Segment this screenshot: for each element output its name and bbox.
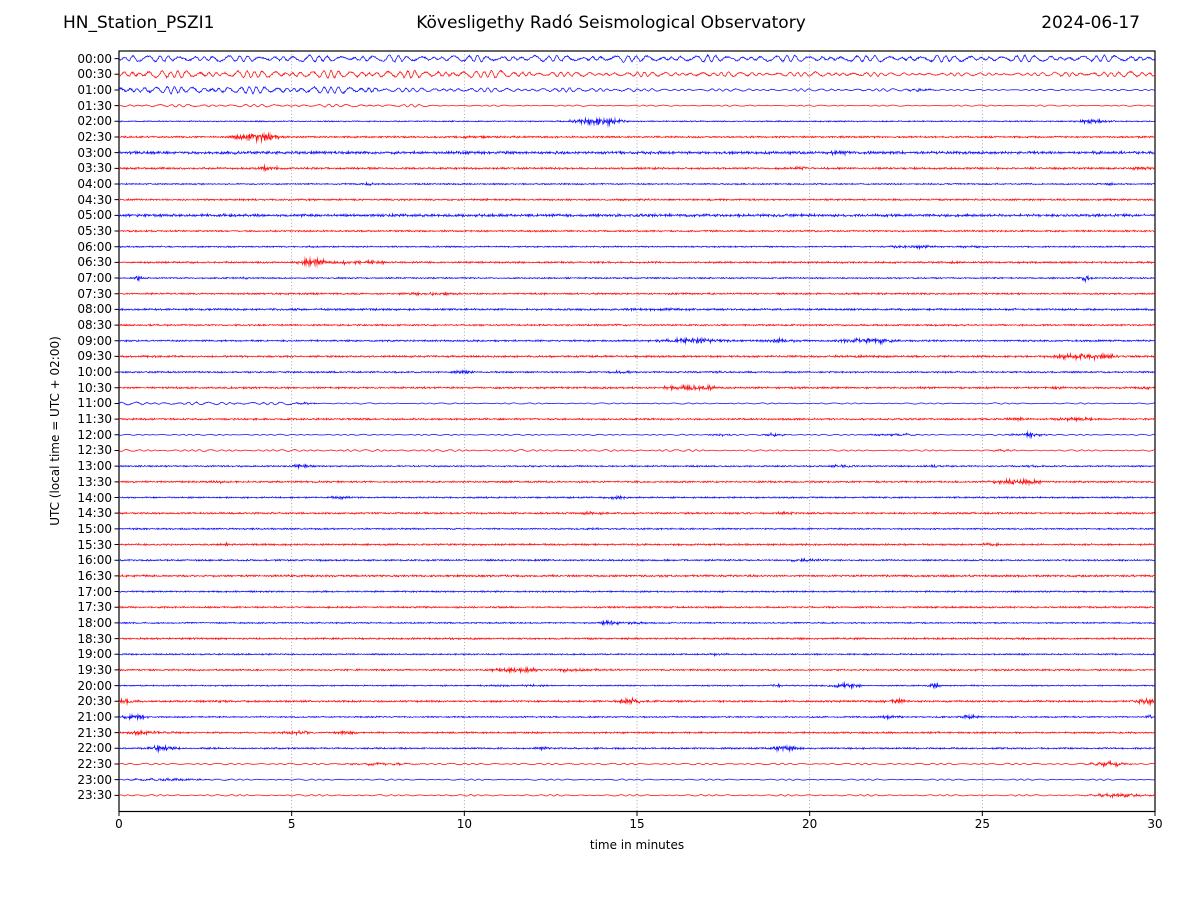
x-tick-label: 15 — [629, 817, 645, 831]
y-tick-label: 00:30 — [77, 67, 112, 82]
y-tick-label: 08:30 — [77, 318, 112, 333]
y-tick-label: 08:00 — [77, 302, 112, 317]
y-tick-label: 07:00 — [77, 271, 112, 286]
y-tick-label: 06:00 — [77, 239, 112, 254]
y-tick-label: 06:30 — [77, 255, 112, 270]
y-tick-label: 19:30 — [77, 662, 112, 677]
y-tick-label: 12:00 — [77, 427, 112, 442]
y-tick-label: 01:30 — [77, 98, 112, 113]
x-tick-label: 20 — [802, 817, 818, 831]
y-tick-label: 17:00 — [77, 584, 112, 599]
y-tick-label: 20:30 — [77, 694, 112, 709]
y-tick-label: 17:30 — [77, 600, 112, 615]
y-tick-label: 13:00 — [77, 459, 112, 474]
x-axis-label: time in minutes — [589, 838, 685, 852]
x-tick-label: 10 — [456, 817, 472, 831]
x-tick-label: 30 — [1147, 817, 1163, 831]
y-tick-label: 11:00 — [77, 396, 112, 411]
x-tick-label: 25 — [974, 817, 990, 831]
y-axis-label: UTC (local time = UTC + 02:00) — [48, 336, 62, 526]
y-tick-label: 20:00 — [77, 678, 112, 693]
record-date: 2024-06-17 — [1041, 13, 1140, 33]
y-tick-label: 18:00 — [77, 615, 112, 630]
y-tick-label: 15:00 — [77, 521, 112, 536]
y-tick-label: 19:00 — [77, 647, 112, 662]
y-tick-label: 23:00 — [77, 772, 112, 787]
y-tick-label: 11:30 — [77, 412, 112, 427]
y-tick-label: 12:30 — [77, 443, 112, 458]
y-tick-label: 03:30 — [77, 161, 112, 176]
y-tick-label: 04:30 — [77, 192, 112, 207]
y-tick-label: 03:00 — [77, 145, 112, 160]
y-tick-label: 07:30 — [77, 286, 112, 301]
y-tick-label: 04:00 — [77, 177, 112, 191]
x-tick-label: 5 — [287, 817, 296, 831]
y-tick-label: 09:30 — [77, 349, 112, 364]
y-tick-label: 18:30 — [77, 631, 112, 646]
chart-title: Kövesligethy Radó Seismological Observat… — [416, 13, 806, 33]
y-tick-label: 14:30 — [77, 506, 112, 521]
y-tick-label: 02:00 — [77, 114, 112, 129]
station-name: HN_Station_PSZI1 — [63, 13, 215, 33]
y-tick-label: 09:00 — [77, 333, 112, 348]
x-tick-label: 0 — [115, 817, 123, 831]
y-tick-label: 05:00 — [77, 208, 112, 223]
y-tick-label: 15:30 — [77, 537, 112, 552]
y-tick-label: 16:00 — [77, 553, 112, 568]
y-tick-label: 22:00 — [77, 741, 112, 756]
y-tick-label: 13:30 — [77, 474, 112, 489]
y-tick-label: 01:00 — [77, 82, 112, 97]
y-tick-label: 00:00 — [77, 51, 112, 66]
y-tick-label: 21:00 — [77, 709, 112, 724]
y-tick-label: 22:30 — [77, 756, 112, 771]
y-tick-label: 16:30 — [77, 568, 112, 583]
y-tick-label: 23:30 — [77, 788, 112, 803]
y-tick-label: 02:30 — [77, 129, 112, 144]
y-tick-label: 10:30 — [77, 380, 112, 395]
y-tick-label: 05:30 — [77, 224, 112, 239]
y-tick-label: 10:00 — [77, 365, 112, 380]
y-tick-label: 21:30 — [77, 725, 112, 740]
y-tick-label: 14:00 — [77, 490, 112, 505]
